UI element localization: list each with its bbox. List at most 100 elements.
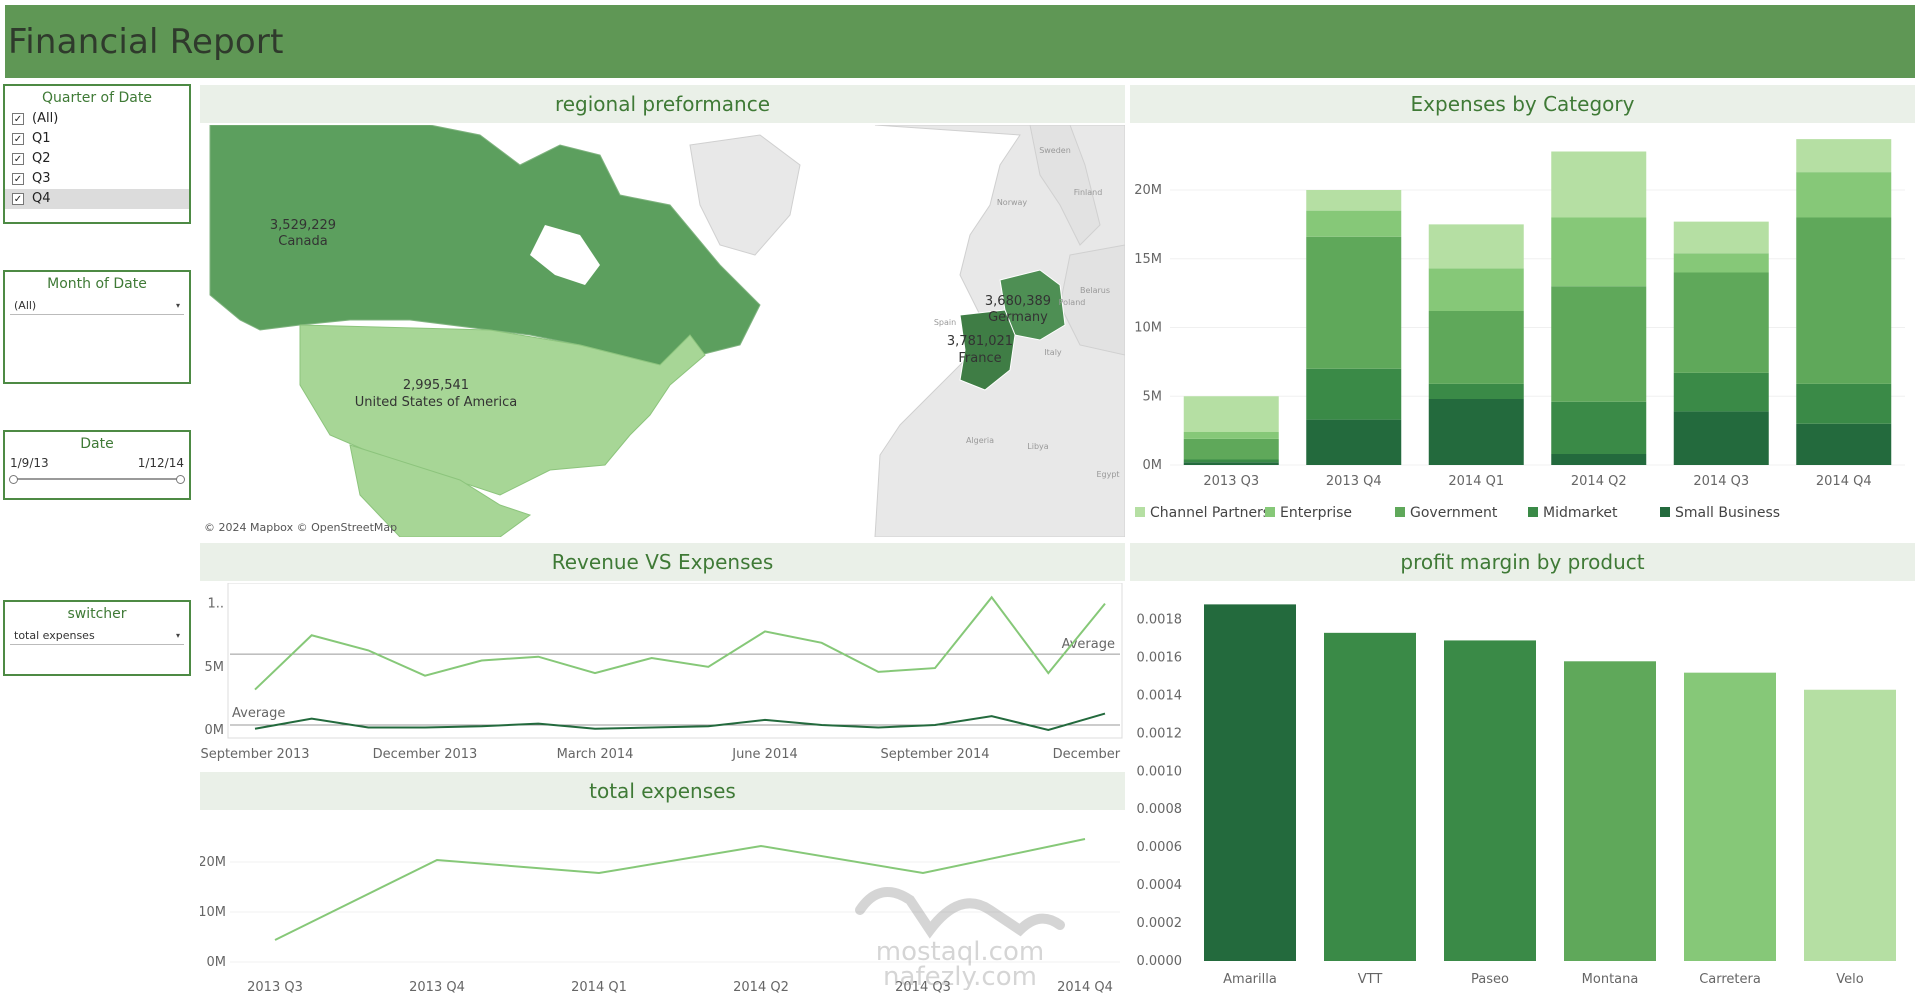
map-credit: © 2024 Mapbox © OpenStreetMap: [204, 521, 397, 534]
checkbox-icon[interactable]: ✓: [12, 113, 24, 125]
quarter-option-q1[interactable]: ✓ Q1: [5, 129, 189, 149]
bar-segment[interactable]: [1673, 272, 1769, 373]
month-filter-title: Month of Date: [47, 276, 147, 292]
x-tick-label: 2014 Q3: [895, 980, 951, 995]
bar-segment[interactable]: [1551, 454, 1647, 465]
date-slider-end-handle[interactable]: [176, 475, 185, 484]
bar-segment[interactable]: [1306, 419, 1402, 465]
checkbox-icon[interactable]: ✓: [12, 193, 24, 205]
y-tick-label: 0.0008: [1137, 802, 1183, 817]
date-slider[interactable]: [9, 475, 185, 484]
x-tick-label: December 2014: [1053, 747, 1125, 762]
bar-segment[interactable]: [1428, 311, 1524, 384]
x-tick-label: 2013 Q4: [1326, 474, 1382, 489]
quarter-option-all[interactable]: ✓ (All): [5, 109, 189, 129]
x-tick-label: March 2014: [557, 747, 634, 762]
checkbox-icon[interactable]: ✓: [12, 133, 24, 145]
bar-segment[interactable]: [1796, 139, 1892, 173]
switcher-title: switcher: [67, 606, 127, 622]
bar-segment[interactable]: [1428, 399, 1524, 465]
bar-segment[interactable]: [1428, 224, 1524, 269]
profit-bar[interactable]: [1804, 689, 1896, 961]
legend-swatch: [1265, 507, 1275, 517]
bar-segment[interactable]: [1673, 411, 1769, 465]
x-tick-label: June 2014: [731, 747, 798, 762]
legend-swatch: [1660, 507, 1670, 517]
bar-segment[interactable]: [1673, 221, 1769, 254]
bar-segment[interactable]: [1796, 423, 1892, 465]
watermark-logo: mostaql.com nafezly.com: [855, 887, 1065, 990]
dashboard-header: [5, 5, 1915, 78]
bar-segment[interactable]: [1183, 438, 1279, 460]
quarter-option-q2[interactable]: ✓ Q2: [5, 149, 189, 169]
legend-label: Small Business: [1675, 505, 1780, 521]
bar-segment[interactable]: [1551, 286, 1647, 402]
bar-segment[interactable]: [1796, 172, 1892, 218]
x-tick-label: Montana: [1582, 972, 1639, 987]
map-geo-label: Norway: [997, 198, 1028, 207]
date-filter-title: Date: [80, 436, 114, 452]
map-geo-label: Spain: [934, 318, 956, 327]
profit-bar[interactable]: [1684, 672, 1776, 961]
checkbox-icon[interactable]: ✓: [12, 173, 24, 185]
bar-segment[interactable]: [1183, 462, 1279, 465]
legend-swatch: [1135, 507, 1145, 517]
map-geo-label: Finland: [1074, 188, 1103, 197]
scandinavia-land: [1029, 125, 1101, 246]
profit-bar[interactable]: [1204, 604, 1296, 961]
regional-map[interactable]: 3,529,229 Canada 2,995,541 United States…: [200, 125, 1125, 537]
x-tick-label: September 2013: [200, 747, 309, 762]
bar-segment[interactable]: [1551, 151, 1647, 218]
bar-segment[interactable]: [1183, 432, 1279, 439]
map-value-label: 3,529,229: [270, 218, 336, 233]
y-tick-label: 5M: [205, 660, 225, 675]
map-region-france[interactable]: [959, 309, 1016, 391]
checkbox-icon[interactable]: ✓: [12, 153, 24, 165]
quarter-filter: Quarter of Date ✓ (All) ✓ Q1 ✓ Q2 ✓ Q3 ✓ Q4: [3, 84, 191, 224]
y-tick-label: 1..: [207, 597, 224, 612]
date-slider-start-handle[interactable]: [9, 475, 18, 484]
map-value-label: 3,680,389: [985, 294, 1051, 309]
bar-segment[interactable]: [1796, 217, 1892, 384]
bar-segment[interactable]: [1306, 210, 1402, 237]
bar-segment[interactable]: [1673, 372, 1769, 412]
y-tick-label: 10M: [200, 905, 226, 920]
legend-label: Enterprise: [1280, 505, 1352, 521]
date-range-start: 1/9/13: [10, 456, 49, 470]
average-label: Average: [232, 706, 285, 721]
bar-segment[interactable]: [1428, 383, 1524, 399]
series-line[interactable]: [254, 712, 1106, 732]
chevron-down-icon[interactable]: ▾: [175, 630, 180, 640]
bar-segment[interactable]: [1183, 459, 1279, 463]
map-region-label: United States of America: [355, 395, 517, 410]
profit-bar[interactable]: [1444, 640, 1536, 961]
bar-segment[interactable]: [1551, 217, 1647, 287]
map-geo-label: Belarus: [1080, 286, 1110, 295]
profit-margin-title: profit margin by product: [1130, 543, 1915, 581]
month-filter: Month of Date (All) ▾: [3, 270, 191, 384]
switcher-filter: switcher total expenses ▾: [3, 600, 191, 676]
bar-segment[interactable]: [1428, 268, 1524, 311]
total-expenses-chart: 0M 10M 20M 2013 Q3 2013 Q4 2014 Q1 2014 Q2 2014…: [200, 838, 1120, 995]
profit-bar[interactable]: [1324, 632, 1416, 961]
bar-segment[interactable]: [1183, 396, 1279, 432]
quarter-option-q4[interactable]: ✓ Q4: [5, 189, 189, 209]
bar-segment[interactable]: [1306, 190, 1402, 211]
bar-segment[interactable]: [1306, 236, 1402, 369]
bar-segment[interactable]: [1796, 383, 1892, 424]
series-line[interactable]: [254, 595, 1106, 691]
bar-segment[interactable]: [1551, 401, 1647, 454]
greenland-land: [689, 134, 801, 256]
y-tick-label: 0.0014: [1137, 688, 1183, 703]
legend-swatch: [1528, 507, 1538, 517]
chevron-down-icon[interactable]: ▾: [175, 300, 180, 310]
profit-bar[interactable]: [1564, 661, 1656, 961]
quarter-option-q3[interactable]: ✓ Q3: [5, 169, 189, 189]
y-tick-label: 20M: [200, 855, 226, 870]
total-expenses-line[interactable]: [274, 838, 1086, 941]
watermark-line1: mostaql.com: [876, 937, 1044, 967]
month-dropdown[interactable]: (All) ▾: [10, 296, 184, 315]
switcher-dropdown[interactable]: total expenses ▾: [10, 626, 184, 645]
bar-segment[interactable]: [1306, 368, 1402, 420]
bar-segment[interactable]: [1673, 253, 1769, 273]
